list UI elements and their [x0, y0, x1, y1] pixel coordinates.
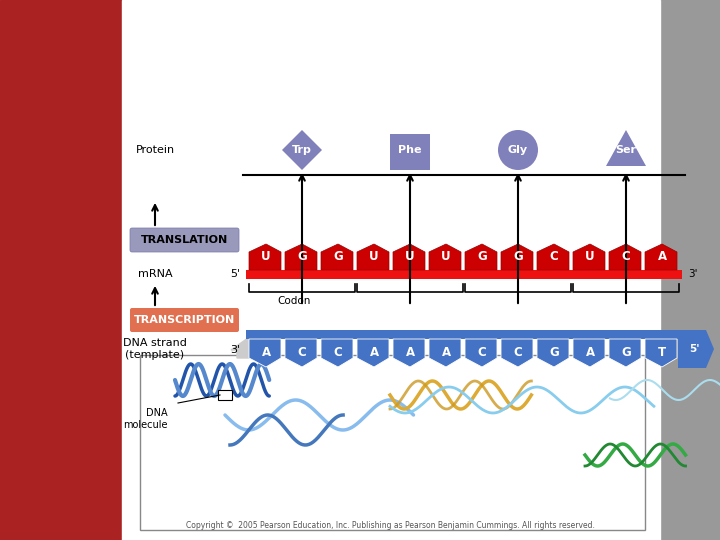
- Polygon shape: [606, 130, 646, 166]
- Text: C: C: [297, 347, 307, 360]
- Bar: [122, 0, 660, 540]
- Text: A: A: [405, 347, 415, 360]
- Circle shape: [498, 130, 538, 170]
- Text: Codon: Codon: [277, 296, 311, 306]
- Bar: [246, 270, 682, 279]
- Text: G: G: [477, 249, 487, 262]
- Text: A: A: [657, 249, 667, 262]
- Polygon shape: [501, 339, 533, 367]
- Polygon shape: [501, 244, 533, 270]
- Polygon shape: [465, 244, 497, 270]
- Text: A: A: [369, 347, 379, 360]
- Text: G: G: [297, 249, 307, 262]
- Text: 3': 3': [230, 345, 240, 355]
- Polygon shape: [357, 339, 389, 367]
- Polygon shape: [285, 244, 317, 270]
- Text: mRNA: mRNA: [138, 269, 172, 279]
- Text: G: G: [333, 249, 343, 262]
- Text: C: C: [513, 347, 523, 360]
- Text: Phe: Phe: [398, 145, 422, 155]
- Polygon shape: [645, 244, 677, 270]
- Text: 5': 5': [689, 344, 699, 354]
- Text: TRANSCRIPTION: TRANSCRIPTION: [134, 315, 235, 325]
- Text: Protein: Protein: [135, 145, 174, 155]
- Text: C: C: [549, 249, 559, 262]
- Polygon shape: [573, 244, 605, 270]
- Text: U: U: [405, 249, 415, 262]
- Polygon shape: [678, 330, 714, 368]
- FancyBboxPatch shape: [130, 228, 239, 252]
- FancyBboxPatch shape: [130, 308, 239, 332]
- Text: C: C: [477, 347, 487, 360]
- Text: DNA
molecule: DNA molecule: [124, 408, 168, 430]
- Polygon shape: [429, 244, 461, 270]
- Bar: [218, 390, 232, 400]
- Text: U: U: [441, 249, 451, 262]
- Bar: [140, 355, 645, 530]
- Text: A: A: [585, 347, 595, 360]
- Bar: [390, 134, 430, 170]
- Bar: [246, 330, 682, 339]
- Text: A: A: [261, 347, 271, 360]
- Text: G: G: [549, 347, 559, 360]
- Text: DNA strand
(template): DNA strand (template): [123, 338, 187, 360]
- Text: Gly: Gly: [508, 145, 528, 155]
- Polygon shape: [393, 244, 425, 270]
- Polygon shape: [285, 339, 317, 367]
- Text: Trp: Trp: [292, 145, 312, 155]
- Polygon shape: [249, 339, 281, 367]
- Text: U: U: [369, 249, 379, 262]
- Polygon shape: [357, 244, 389, 270]
- Text: TRANSLATION: TRANSLATION: [141, 235, 228, 245]
- Text: G: G: [513, 249, 523, 262]
- Polygon shape: [321, 339, 353, 367]
- Text: Ser: Ser: [616, 145, 636, 155]
- Text: G: G: [621, 347, 631, 360]
- Text: 5': 5': [230, 269, 240, 279]
- Bar: [0, 0, 122, 540]
- Text: 3': 3': [688, 269, 698, 279]
- FancyArrow shape: [231, 338, 265, 358]
- Text: U: U: [585, 249, 595, 262]
- Polygon shape: [645, 339, 677, 367]
- Text: U: U: [261, 249, 271, 262]
- Text: C: C: [333, 347, 343, 360]
- Polygon shape: [609, 244, 641, 270]
- Polygon shape: [429, 339, 461, 367]
- Text: Copyright ©  2005 Pearson Education, Inc. Publishing as Pearson Benjamin Cumming: Copyright © 2005 Pearson Education, Inc.…: [186, 521, 595, 530]
- Text: C: C: [621, 249, 631, 262]
- Polygon shape: [321, 244, 353, 270]
- Polygon shape: [249, 244, 281, 270]
- Bar: [660, 0, 720, 540]
- Polygon shape: [537, 244, 569, 270]
- Polygon shape: [573, 339, 605, 367]
- Polygon shape: [537, 339, 569, 367]
- Polygon shape: [393, 339, 425, 367]
- Polygon shape: [465, 339, 497, 367]
- Text: T: T: [658, 347, 666, 360]
- Text: A: A: [441, 347, 451, 360]
- Polygon shape: [609, 339, 641, 367]
- Polygon shape: [282, 130, 322, 170]
